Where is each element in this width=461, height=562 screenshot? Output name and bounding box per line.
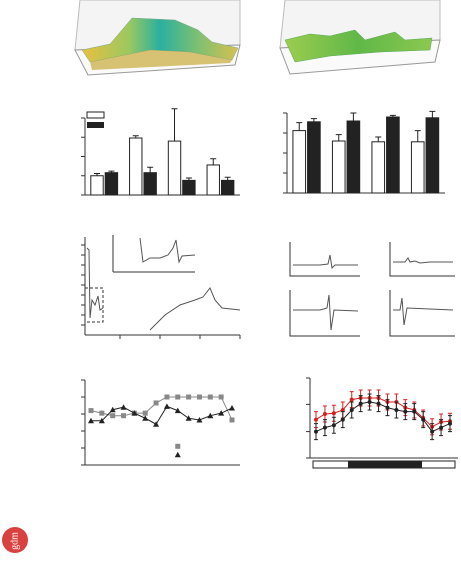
point [196, 416, 203, 423]
point [120, 404, 127, 410]
point [196, 394, 202, 400]
point [314, 429, 318, 434]
point [412, 409, 417, 414]
point [174, 451, 181, 458]
point [142, 410, 148, 416]
point [367, 400, 372, 404]
point [322, 412, 327, 416]
point [153, 421, 160, 427]
error-bar [335, 134, 342, 141]
error-bar [108, 170, 115, 173]
bar [307, 121, 321, 194]
point [349, 408, 354, 412]
point [174, 407, 181, 414]
legend-swatch [86, 111, 105, 119]
point [358, 401, 363, 406]
error-bar [296, 122, 303, 131]
error-bar [224, 176, 231, 181]
error-bar [389, 114, 396, 117]
point [385, 405, 390, 410]
bar [425, 117, 440, 194]
bar [410, 141, 425, 194]
line [315, 401, 451, 433]
error-bar [310, 118, 317, 122]
point [153, 400, 159, 406]
point [121, 413, 127, 419]
point [394, 408, 399, 412]
error-bar [350, 112, 357, 121]
trace-panel [289, 242, 455, 337]
point [439, 425, 444, 430]
bar [292, 130, 307, 194]
point [340, 408, 345, 412]
point [185, 415, 192, 421]
logo: gdm [9, 532, 20, 550]
point [88, 417, 94, 424]
bar [331, 140, 346, 194]
bar [90, 175, 104, 196]
point [207, 394, 213, 400]
point [376, 401, 381, 406]
legend-swatch [87, 122, 104, 128]
error-bar [185, 177, 192, 181]
bar [167, 140, 182, 196]
point [218, 394, 224, 400]
bar [371, 141, 386, 194]
bar [129, 137, 143, 196]
point [98, 417, 105, 424]
bar [104, 172, 119, 196]
point [218, 410, 225, 416]
point [186, 394, 192, 400]
point [430, 429, 435, 434]
point [349, 397, 354, 402]
surface-plot [279, 0, 441, 75]
error-bar [171, 108, 178, 142]
point [340, 417, 345, 422]
error-bar [414, 130, 421, 142]
point [229, 417, 235, 423]
point [142, 415, 149, 421]
point [421, 417, 426, 422]
error-bar [210, 158, 217, 165]
point [403, 409, 408, 414]
point [207, 412, 214, 419]
point [331, 411, 336, 416]
logo-badge [2, 527, 28, 553]
error-bar [94, 172, 101, 176]
point [331, 423, 336, 428]
bar [206, 164, 220, 196]
bar [182, 179, 196, 196]
bar [346, 120, 361, 194]
trace-panel [81, 235, 241, 339]
error-bar [147, 166, 154, 173]
bar [143, 172, 157, 196]
bar [386, 116, 400, 194]
surface-plot [74, 0, 241, 76]
point [88, 408, 94, 414]
error-bar [375, 136, 382, 142]
point [164, 394, 170, 400]
point [163, 403, 170, 409]
point [322, 425, 327, 430]
point [175, 394, 181, 400]
point [229, 405, 235, 411]
line [315, 397, 451, 428]
timeline-segment [348, 461, 422, 468]
point [175, 443, 181, 449]
bar [220, 179, 235, 196]
point [109, 406, 116, 413]
point [314, 417, 318, 422]
error-bar [429, 110, 436, 118]
point [99, 410, 105, 416]
point [110, 413, 116, 419]
point [448, 421, 452, 426]
error-bar [132, 135, 139, 139]
point [131, 410, 138, 416]
